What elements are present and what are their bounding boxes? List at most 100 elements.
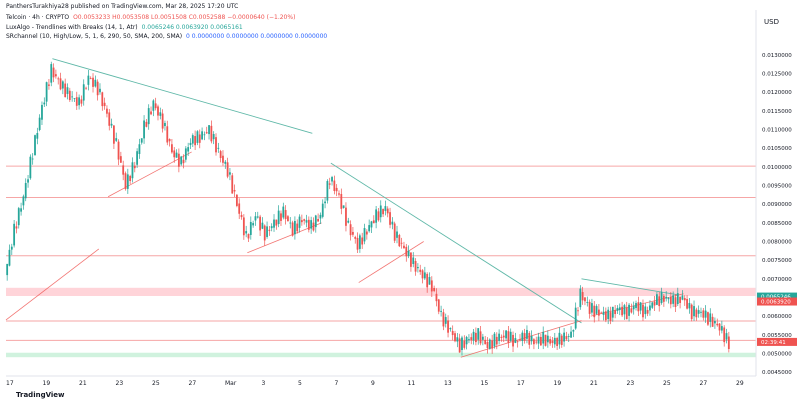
candle-body — [614, 310, 617, 315]
candle-body — [447, 320, 449, 333]
candle-body — [597, 309, 600, 316]
candle-body — [331, 177, 333, 182]
candle-body — [602, 311, 605, 315]
candle-body — [646, 310, 649, 314]
candle-body — [382, 209, 384, 215]
candle-body — [175, 152, 178, 158]
candle-body — [20, 208, 22, 212]
candle-body — [414, 260, 417, 272]
support-trendline-5 — [590, 293, 684, 317]
candle-body — [212, 134, 215, 140]
symbol-name: Telcoin · 4h · CRYPTO — [6, 14, 70, 21]
candle-body — [667, 298, 670, 300]
candle-body — [27, 179, 29, 183]
candle-body — [303, 219, 306, 221]
candle-body — [539, 336, 542, 346]
candle-body — [305, 220, 308, 223]
price-label-bg — [757, 297, 797, 306]
candle-body — [354, 236, 357, 239]
candle-body — [6, 263, 9, 276]
x-tick-label: 9 — [371, 380, 375, 387]
candle-body — [507, 331, 510, 343]
indicator-2-line[interactable]: SRchannel (10, High/Low, 5, 1, 6, 290, 5… — [6, 33, 329, 40]
candle-body — [319, 214, 322, 219]
publisher-line: PanthersTurakhiya28 published on Trading… — [6, 3, 239, 10]
candle-body — [345, 207, 347, 226]
candle-body — [126, 174, 129, 189]
indicator-1-line[interactable]: LuxAlgo - Trendlines with Breaks (14, 1,… — [6, 24, 245, 31]
zone-red-0 — [6, 287, 756, 297]
candle-body — [131, 162, 134, 179]
candle-body — [704, 310, 707, 318]
candle-body — [164, 122, 166, 127]
candle-body — [10, 246, 13, 250]
candle-body — [254, 216, 257, 221]
candle-body — [491, 340, 494, 349]
candle-body — [702, 310, 705, 318]
candle-body — [29, 156, 32, 179]
y-tick-label: 0.0095000 — [762, 184, 792, 190]
candle-body — [57, 78, 60, 80]
candle-body — [572, 329, 575, 332]
candle-body — [488, 339, 491, 349]
candle-body — [87, 75, 90, 85]
indicator-1-name: LuxAlgo - Trendlines with Breaks (14, 1,… — [6, 24, 138, 31]
candle-body — [117, 141, 120, 160]
candle-body — [38, 117, 41, 130]
candle-body — [71, 96, 74, 98]
candle-body — [349, 224, 352, 236]
candle-body — [342, 205, 345, 208]
candle-body — [370, 221, 373, 228]
candle-body — [461, 337, 463, 350]
candle-body — [676, 293, 679, 305]
candle-body — [463, 340, 466, 348]
candle-body — [154, 103, 157, 109]
candle-body — [136, 151, 139, 165]
candle-body — [356, 237, 359, 250]
y-tick-label: 0.0070000 — [762, 277, 792, 283]
candle-body — [191, 135, 194, 144]
candle-body — [472, 331, 475, 341]
candle-body — [268, 229, 271, 231]
x-tick-label: 23 — [116, 380, 124, 387]
candle-body — [324, 201, 326, 204]
candle-body — [639, 302, 642, 311]
candle-body — [523, 333, 526, 341]
candle-body — [581, 292, 584, 301]
candle-body — [196, 131, 199, 143]
candle-body — [273, 219, 275, 228]
candle-body — [514, 338, 517, 343]
candle-body — [379, 205, 382, 218]
candle-body — [219, 151, 222, 159]
candle-body — [289, 222, 292, 224]
candle-body — [45, 82, 48, 102]
candle-body — [458, 338, 461, 353]
candle-body — [66, 87, 69, 94]
candle-body — [391, 221, 394, 225]
candle-body — [628, 304, 630, 316]
candle-body — [658, 296, 661, 307]
price-label-bg — [757, 337, 797, 346]
candle-body — [558, 332, 561, 345]
price-label-bg — [757, 292, 797, 301]
x-tick-label: 19 — [554, 380, 562, 387]
tradingview-logo: TradingView — [16, 391, 67, 399]
candle-body — [419, 269, 422, 272]
trendline-1 — [330, 162, 582, 324]
candle-body — [486, 342, 489, 349]
candle-body — [240, 214, 243, 218]
candle-body — [233, 190, 236, 192]
candle-body — [651, 302, 654, 308]
candle-body — [99, 88, 101, 93]
candle-body — [59, 78, 62, 90]
ohlc-values: O0.0053233 H0.0053508 L0.0051508 C0.0052… — [73, 14, 296, 21]
candle-body — [92, 77, 94, 87]
candle-body — [630, 308, 633, 313]
candle-body — [707, 312, 709, 325]
candle-body — [113, 125, 115, 144]
x-tick-label: 25 — [663, 380, 671, 387]
candle-body — [275, 219, 278, 226]
candle-body — [500, 336, 503, 338]
